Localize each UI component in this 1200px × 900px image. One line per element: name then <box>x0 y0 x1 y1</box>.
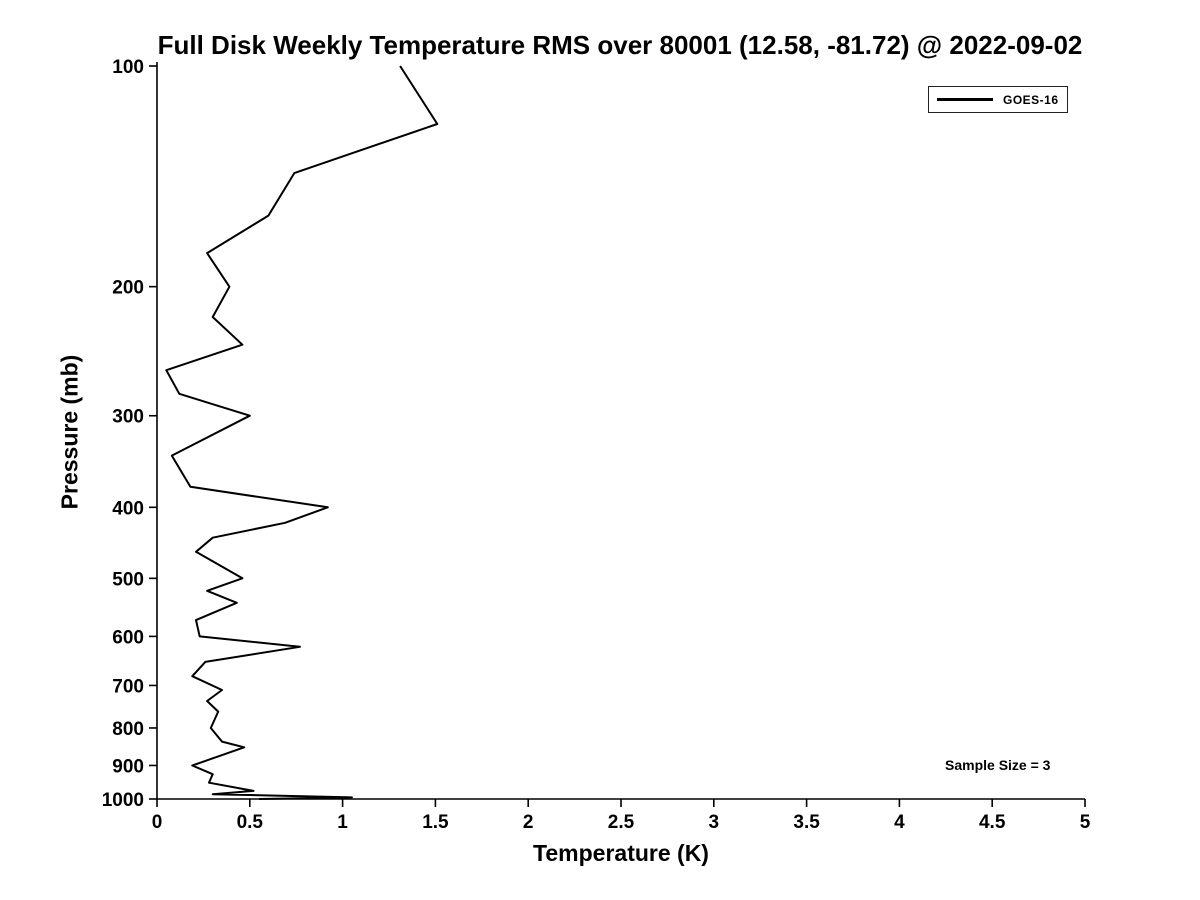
x-tick-label: 3 <box>709 812 720 833</box>
x-tick-label: 0.5 <box>237 812 264 833</box>
y-axis-title: Pressure (mb) <box>56 354 83 510</box>
series-line-goes-16 <box>165 65 439 800</box>
legend-line-swatch <box>937 98 993 101</box>
y-tick-label: 700 <box>112 676 144 697</box>
sample-size-annotation: Sample Size = 3 <box>945 757 1051 773</box>
y-tick-label: 1000 <box>102 790 144 811</box>
x-tick-label: 0 <box>152 812 163 833</box>
chart-title: Full Disk Weekly Temperature RMS over 80… <box>157 30 1083 60</box>
x-tick-label: 5 <box>1080 812 1091 833</box>
y-tick-label: 600 <box>112 627 144 648</box>
y-tick-label: 100 <box>112 57 144 78</box>
y-tick-label: 800 <box>112 719 144 740</box>
y-tick-label: 400 <box>112 498 144 519</box>
y-tick-label: 200 <box>112 278 144 299</box>
x-tick-label: 3.5 <box>793 812 820 833</box>
y-tick-label: 900 <box>112 756 144 777</box>
x-tick-label: 1.5 <box>422 812 449 833</box>
x-axis-title: Temperature (K) <box>533 840 709 866</box>
legend: GOES-16 <box>928 86 1068 113</box>
x-tick-label: 1 <box>337 812 348 833</box>
x-tick-label: 4.5 <box>979 812 1006 833</box>
x-tick-label: 2 <box>523 812 534 833</box>
x-tick-label: 4 <box>894 812 905 833</box>
x-tick-label: 2.5 <box>608 812 635 833</box>
y-tick-label: 300 <box>112 407 144 428</box>
y-tick-label: 500 <box>112 569 144 590</box>
legend-series-label: GOES-16 <box>1003 92 1059 107</box>
